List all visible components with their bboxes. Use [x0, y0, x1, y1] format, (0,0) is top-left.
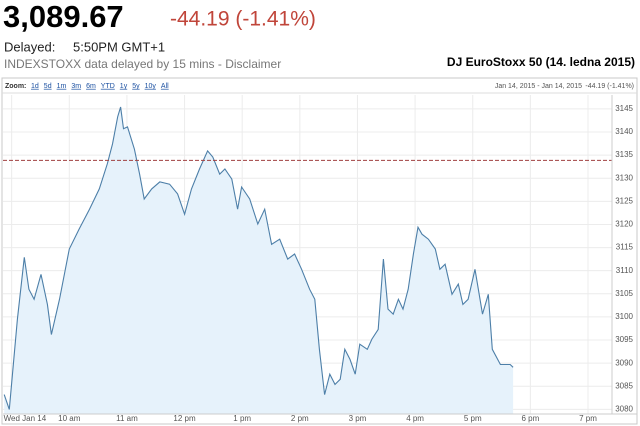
price: 3,089.67 [3, 0, 124, 34]
x-tick-label: 6 pm [521, 414, 539, 423]
y-tick-label: 3120 [615, 220, 633, 229]
y-tick-label: 3125 [615, 196, 633, 205]
x-tick-label: 1 pm [233, 414, 251, 423]
chart-title: DJ EuroStoxx 50 (14. ledna 2015) [447, 55, 635, 69]
x-tick-label: 7 pm [579, 414, 597, 423]
source-note: INDEXSTOXX data delayed by 15 mins - Dis… [4, 57, 281, 71]
zoom-label: Zoom: [5, 83, 26, 90]
y-tick-label: 3145 [615, 104, 633, 113]
x-tick-label: 3 pm [349, 414, 367, 423]
plot: 3080 3085 3090 3095 3100 3105 3110 3115 3120 3125… [3, 95, 637, 423]
y-tick-label: 3105 [615, 289, 633, 298]
range-change: -44.19 (-1.41%) [585, 83, 634, 90]
y-tick-label: 3110 [616, 266, 634, 275]
y-tick-label: 3115 [616, 243, 634, 252]
x-tick-label: 12 pm [173, 414, 196, 423]
zoom-option[interactable]: 6m [86, 83, 96, 90]
zoom-option[interactable]: 1m [57, 83, 67, 90]
range-text: Jan 14, 2015 - Jan 14, 2015 [495, 83, 582, 90]
y-tick-label: 3135 [615, 150, 633, 159]
zoom-option[interactable]: YTD [101, 83, 115, 90]
y-tick-label: 3130 [615, 173, 633, 182]
x-tick-label: 11 am [116, 414, 138, 423]
zoom-option[interactable]: 5y [132, 83, 140, 90]
y-tick-label: 3095 [615, 335, 633, 344]
y-tick-label: 3085 [615, 381, 633, 390]
y-tick-label: 3140 [615, 127, 633, 136]
change: -44.19 (-1.41%) [170, 8, 316, 31]
zoom-option[interactable]: 5d [44, 83, 52, 90]
y-tick-label: 3080 [615, 404, 633, 413]
delayed-label: Delayed: [4, 39, 55, 54]
y-tick-label: 3090 [615, 358, 633, 367]
zoom-option[interactable]: 1y [120, 83, 128, 90]
zoom-option[interactable]: All [161, 83, 169, 90]
zoom-option[interactable]: 10y [145, 83, 157, 90]
zoom-option[interactable]: 3m [71, 83, 81, 90]
x-tick-label: 5 pm [464, 414, 482, 423]
delayed-time: 5:50PM GMT+1 [73, 39, 165, 54]
x-tick-label: 4 pm [406, 414, 424, 423]
zoom-options: 1d 5d 1m 3m 6m YTD 1y 5y 10y All [31, 83, 169, 90]
price-line [3, 106, 514, 410]
y-tick-label: 3100 [615, 312, 633, 321]
area-fill [4, 107, 514, 414]
x-tick-label: 10 am [58, 414, 81, 423]
x-tick-label: 2 pm [291, 414, 309, 423]
x-tick-label: Wed Jan 14 [4, 414, 47, 423]
zoom-option[interactable]: 1d [31, 83, 39, 90]
